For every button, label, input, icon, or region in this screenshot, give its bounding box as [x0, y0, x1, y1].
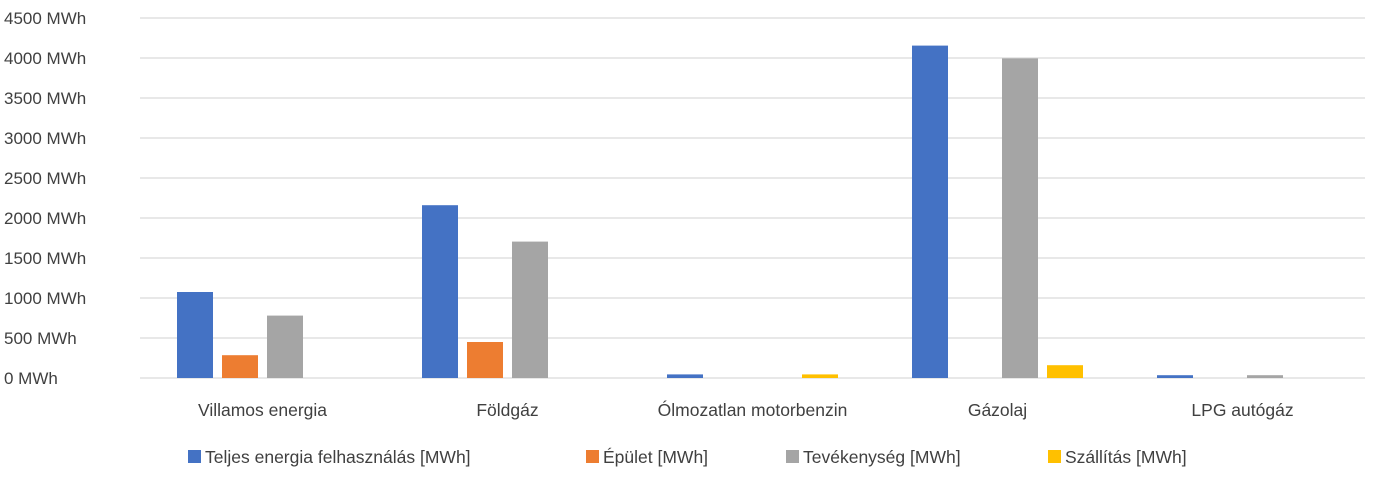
y-axis-tick-labels: 0 MWh 500 MWh 1000 MWh 1500 MWh 2000 MWh 2500…	[4, 9, 86, 388]
y-tick-label: 4000 MWh	[4, 49, 86, 68]
bar	[267, 315, 303, 378]
x-tick-label: Földgáz	[476, 400, 538, 420]
bar	[667, 374, 703, 378]
legend-label: Teljes energia felhasználás [MWh]	[205, 447, 471, 467]
bar	[912, 45, 948, 378]
legend-label: Épület [MWh]	[603, 447, 708, 467]
y-tick-label: 0 MWh	[4, 369, 58, 388]
bar	[177, 292, 213, 378]
legend-label: Tevékenység [MWh]	[803, 447, 961, 467]
x-axis-tick-labels: Villamos energia Földgáz Ólmozatlan motorb…	[198, 399, 1294, 420]
legend: Teljes energia felhasználás [MWh] Épület …	[188, 447, 1187, 467]
bar	[467, 342, 503, 378]
y-tick-label: 1500 MWh	[4, 249, 86, 268]
bar	[1247, 375, 1283, 378]
x-tick-label: Villamos energia	[198, 400, 327, 420]
bar	[1002, 58, 1038, 379]
bar	[422, 205, 458, 378]
x-tick-label: LPG autógáz	[1191, 400, 1293, 420]
y-tick-label: 3500 MWh	[4, 89, 86, 108]
y-tick-label: 1000 MWh	[4, 289, 86, 308]
legend-label: Szállítás [MWh]	[1065, 447, 1187, 467]
bar	[1157, 375, 1193, 378]
x-tick-label: Gázolaj	[968, 400, 1027, 420]
legend-swatch	[786, 450, 799, 463]
bar	[512, 241, 548, 378]
gridlines	[140, 17, 1365, 379]
x-tick-label: Ólmozatlan motorbenzin	[658, 399, 848, 420]
legend-swatch	[586, 450, 599, 463]
legend-swatch	[188, 450, 201, 463]
y-tick-label: 2500 MWh	[4, 169, 86, 188]
y-tick-label: 2000 MWh	[4, 209, 86, 228]
y-tick-label: 500 MWh	[4, 329, 77, 348]
y-tick-label: 3000 MWh	[4, 129, 86, 148]
bar	[802, 374, 838, 378]
bar	[1047, 365, 1083, 378]
y-tick-label: 4500 MWh	[4, 9, 86, 28]
bars	[177, 45, 1283, 379]
legend-swatch	[1048, 450, 1061, 463]
bar	[222, 355, 258, 378]
